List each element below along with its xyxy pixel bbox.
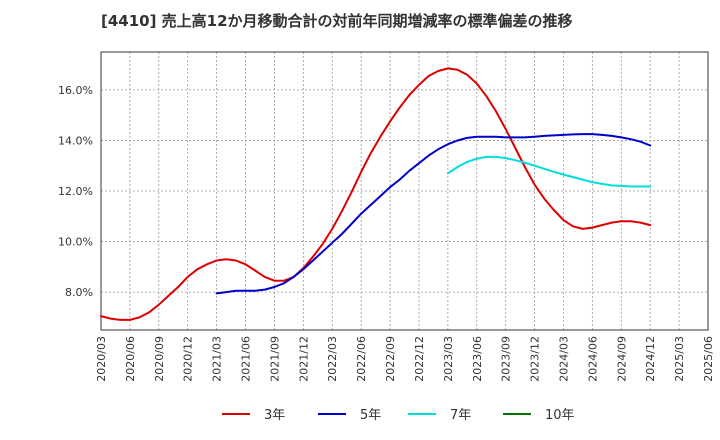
x-tick-label: 2022/09 bbox=[384, 336, 397, 382]
grid-lines bbox=[100, 52, 709, 330]
x-tick-label: 2023/06 bbox=[471, 336, 484, 382]
series-lines bbox=[100, 67, 652, 321]
x-tick-label: 2022/03 bbox=[326, 336, 339, 382]
x-tick-label: 2020/12 bbox=[182, 336, 195, 382]
x-tick-label: 2023/03 bbox=[442, 336, 455, 382]
x-tick-label: 2023/12 bbox=[529, 336, 542, 382]
x-tick-label: 2024/12 bbox=[644, 336, 657, 382]
series-line-3年 bbox=[100, 67, 652, 321]
x-tick-label: 2021/06 bbox=[240, 336, 253, 382]
legend-label: 5年 bbox=[360, 408, 381, 423]
series-line-5年 bbox=[215, 133, 652, 295]
y-tick-label: 16.0% bbox=[58, 84, 93, 97]
plot-frame bbox=[100, 51, 709, 331]
x-tick-label: 2021/09 bbox=[268, 336, 281, 382]
x-tick-label: 2020/09 bbox=[153, 336, 166, 382]
series-line-7年 bbox=[446, 155, 652, 188]
y-tick-label: 14.0% bbox=[58, 134, 93, 147]
axes: 2020/03 2020/06 2020/09 2020/12 2021/03 2021/… bbox=[58, 51, 715, 382]
x-tick-label: 2021/12 bbox=[297, 336, 310, 382]
x-tick-label: 2025/03 bbox=[673, 336, 686, 382]
y-tick-label: 10.0% bbox=[58, 236, 93, 249]
x-tick-label: 2022/06 bbox=[355, 336, 368, 382]
y-tick-label: 8.0% bbox=[65, 286, 93, 299]
x-tick-label: 2024/03 bbox=[557, 336, 570, 382]
y-tick-label: 12.0% bbox=[58, 185, 93, 198]
legend-label: 10年 bbox=[545, 408, 575, 423]
x-tick-label: 2020/03 bbox=[95, 336, 108, 382]
x-tick-label: 2025/06 bbox=[702, 336, 715, 382]
legend-label: 3年 bbox=[264, 408, 285, 423]
chart-title: [4410] 売上高12か月移動合計の対前年同期増減率の標準偏差の推移 bbox=[101, 12, 573, 30]
x-tick-label: 2024/09 bbox=[615, 336, 628, 382]
x-tick-label: 2024/06 bbox=[586, 336, 599, 382]
legend: 3年 5年 7年 10年 bbox=[222, 408, 575, 423]
x-tick-label: 2021/03 bbox=[211, 336, 224, 382]
x-tick-label: 2022/12 bbox=[413, 336, 426, 382]
x-tick-label: 2023/09 bbox=[500, 336, 513, 382]
plot-background bbox=[101, 52, 708, 330]
legend-label: 7年 bbox=[450, 408, 471, 423]
x-tick-label: 2020/06 bbox=[124, 336, 137, 382]
